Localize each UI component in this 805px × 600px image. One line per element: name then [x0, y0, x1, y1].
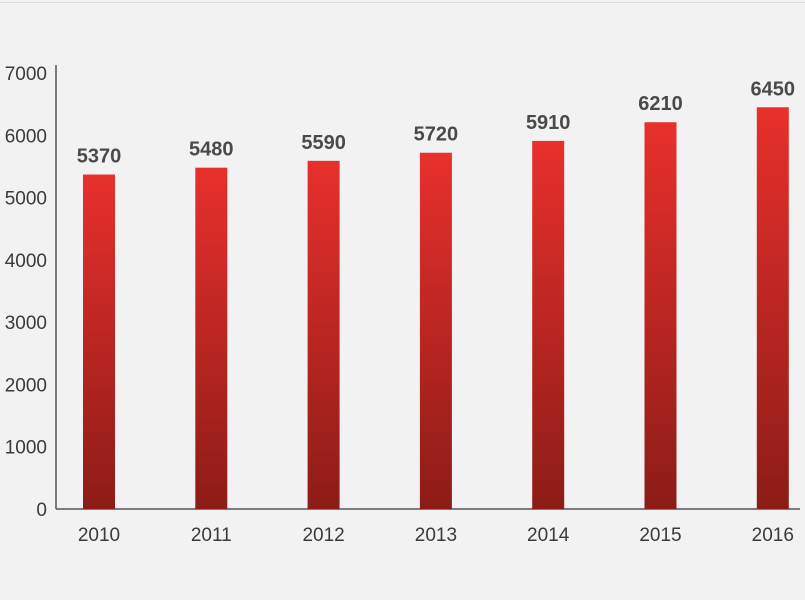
y-tick-label: 5000: [5, 189, 47, 210]
y-tick-label: 2000: [5, 375, 47, 396]
y-axis: 0 1000 2000 3000 4000 5000 6000 7000: [5, 64, 57, 521]
bar-2015: [644, 122, 677, 509]
y-tick-label: 1000: [5, 438, 47, 459]
data-label-2011: 5480: [189, 139, 234, 161]
y-tick-label: 0: [36, 500, 47, 521]
x-tick-label: 2015: [639, 525, 681, 546]
y-tick-label: 4000: [5, 251, 47, 272]
data-label-2016: 6450: [751, 78, 796, 100]
data-labels: 5370 5480 5590 5720 5910 6210 6450: [77, 78, 795, 167]
bar-2012: [307, 160, 340, 509]
y-tick-label: 6000: [5, 126, 47, 147]
x-tick-label: 2011: [191, 525, 232, 546]
data-label-2010: 5370: [77, 146, 122, 168]
y-tick-label: 3000: [5, 313, 47, 334]
data-label-2013: 5720: [414, 124, 459, 146]
x-tick-label: 2010: [78, 525, 120, 546]
y-tick-label: 7000: [5, 64, 47, 85]
x-tick-label: 2016: [752, 525, 794, 546]
bar-2014: [532, 140, 565, 510]
bars: [83, 107, 789, 510]
x-axis: 2010 2011 2012 2013 2014 2015 2016: [56, 508, 800, 546]
bar-2016: [756, 107, 789, 509]
x-tick-label: 2013: [415, 525, 457, 546]
bar-2011: [195, 167, 228, 509]
data-label-2014: 5910: [526, 112, 571, 134]
x-tick-label: 2012: [302, 525, 344, 546]
bar-2010: [83, 174, 115, 510]
data-label-2015: 6210: [638, 93, 683, 115]
top-divider: [0, 2, 805, 3]
bar-2013: [419, 152, 452, 509]
data-label-2012: 5590: [301, 132, 346, 154]
x-tick-label: 2014: [527, 525, 570, 546]
